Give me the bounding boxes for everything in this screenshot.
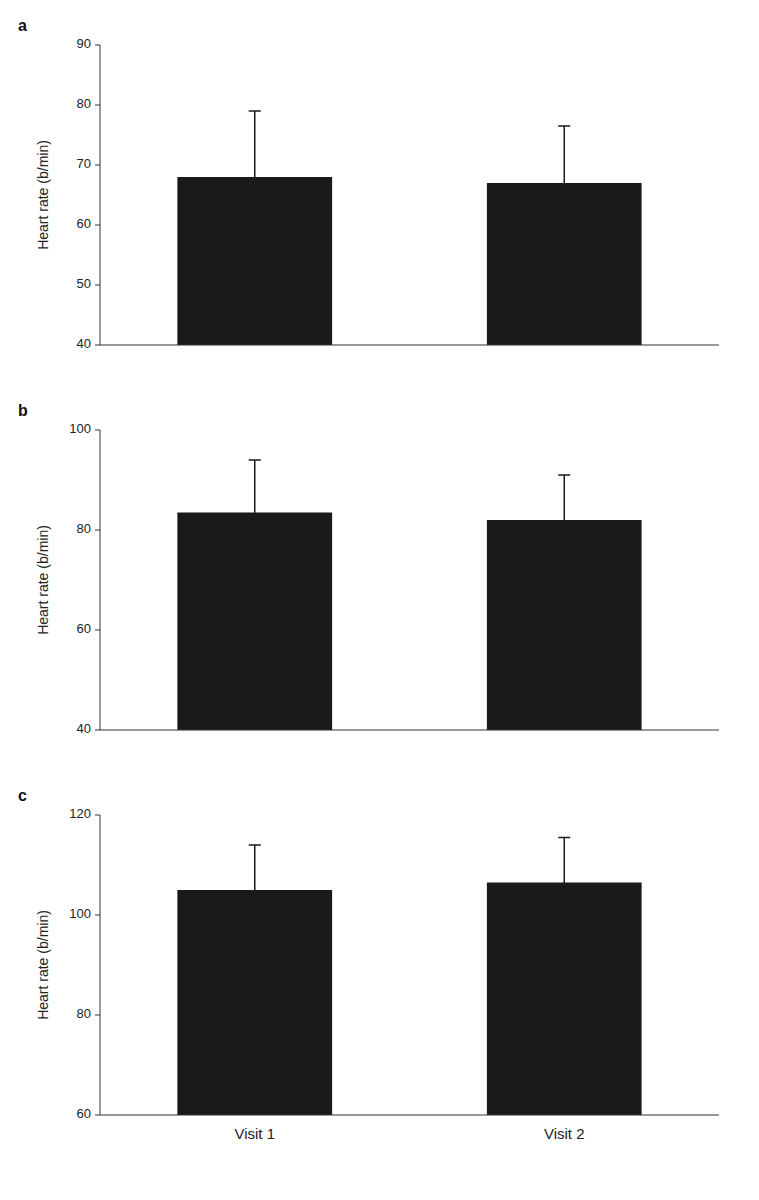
x-tick-label: Visit 2 <box>544 1125 585 1142</box>
y-tick-label: 50 <box>77 276 91 291</box>
y-tick-label: 120 <box>69 806 91 821</box>
y-tick <box>95 730 100 731</box>
bar <box>177 177 332 345</box>
y-tick <box>95 1015 100 1016</box>
panel: 40 60 80 100 Heart rate (b/min) b <box>18 402 719 736</box>
marks <box>177 111 641 345</box>
y-axis-line <box>100 45 101 345</box>
y-tick <box>95 630 100 631</box>
error-bar <box>558 838 570 896</box>
y-tick-label: 80 <box>77 96 91 111</box>
y-tick-label: 40 <box>77 721 91 736</box>
error-bar <box>558 126 570 192</box>
y-tick-label: 80 <box>77 1006 91 1021</box>
y-tick-label: 60 <box>77 621 91 636</box>
y-tick <box>95 1115 100 1116</box>
y-axis-label: Heart rate (b/min) <box>35 525 51 635</box>
y-tick-label: 100 <box>69 421 91 436</box>
bar <box>487 183 642 345</box>
y-tick <box>95 915 100 916</box>
y-axis-label: Heart rate (b/min) <box>35 140 51 250</box>
y-tick <box>95 430 100 431</box>
x-axis-line <box>100 1115 719 1116</box>
bar <box>487 883 642 1116</box>
bar <box>177 890 332 1115</box>
y-tick-label: 60 <box>77 1106 91 1121</box>
panel-label: a <box>18 17 27 34</box>
panel-label: c <box>18 787 27 804</box>
error-bar <box>249 111 261 186</box>
x-axis-line <box>100 345 719 346</box>
marks <box>177 838 641 1116</box>
y-tick <box>95 105 100 106</box>
bar <box>177 513 332 731</box>
bar <box>487 520 642 730</box>
y-tick-label: 90 <box>77 36 91 51</box>
panel-label: b <box>18 402 28 419</box>
panel: 40 50 60 70 80 90 Heart rate (b/min) a <box>18 17 719 351</box>
error-bar <box>558 475 570 530</box>
y-tick <box>95 530 100 531</box>
y-tick <box>95 815 100 816</box>
y-axis-label: Heart rate (b/min) <box>35 910 51 1020</box>
x-axis-line <box>100 730 719 731</box>
error-bar <box>249 460 261 523</box>
marks <box>177 460 641 730</box>
y-tick-label: 60 <box>77 216 91 231</box>
y-tick <box>95 45 100 46</box>
panel: 60 80 100 120 Visit 1 Visit 2 Heart rate (b/mi… <box>18 787 719 1142</box>
y-axis-line <box>100 815 101 1115</box>
y-tick-label: 40 <box>77 336 91 351</box>
y-tick-label: 100 <box>69 906 91 921</box>
error-bar <box>249 845 261 903</box>
y-tick <box>95 165 100 166</box>
y-tick-label: 80 <box>77 521 91 536</box>
x-tick-label: Visit 1 <box>234 1125 275 1142</box>
y-tick <box>95 285 100 286</box>
figure: 40 50 60 70 80 90 Heart rate (b/min) a 40 60 80 100… <box>0 0 759 1200</box>
y-tick-label: 70 <box>77 156 91 171</box>
y-tick <box>95 225 100 226</box>
y-axis-line <box>100 430 101 730</box>
y-tick <box>95 345 100 346</box>
